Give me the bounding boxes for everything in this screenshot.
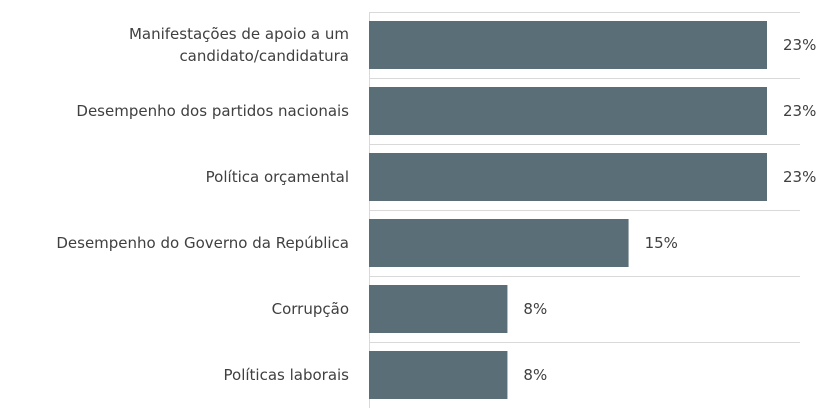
value-label: 23% [783, 36, 817, 54]
value-label: 23% [783, 168, 817, 186]
bar [369, 21, 767, 69]
value-label: 23% [783, 102, 817, 120]
bar [369, 285, 508, 333]
category-label: Desempenho do Governo da República [56, 234, 349, 252]
bar [369, 87, 767, 135]
category-label: Política orçamental [205, 168, 349, 186]
category-label: Políticas laborais [223, 366, 350, 384]
bar [369, 351, 508, 399]
category-label: Manifestações de apoio a um candidato/ca… [128, 25, 349, 65]
category-label: Desempenho dos partidos nacionais [76, 102, 349, 120]
value-label: 8% [523, 300, 548, 318]
value-label: 8% [523, 366, 548, 384]
bar [369, 219, 629, 267]
value-label: 15% [644, 234, 678, 252]
bar [369, 153, 767, 201]
category-label: Corrupção [271, 300, 349, 318]
